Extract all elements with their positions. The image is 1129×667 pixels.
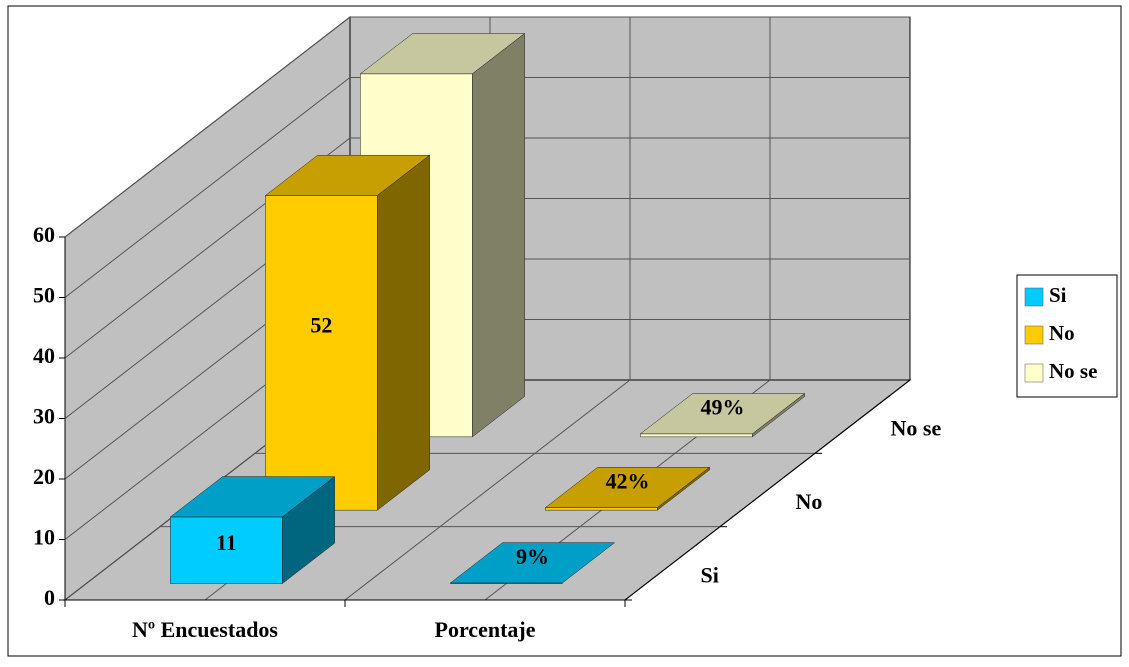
bar-si-top	[449, 542, 616, 584]
floor-gridline	[344, 379, 631, 601]
bar-si-side	[282, 476, 335, 585]
legend-swatch	[1024, 363, 1044, 383]
gridline	[64, 16, 910, 238]
data-label: 49%	[701, 395, 745, 420]
data-label: 42%	[606, 469, 650, 494]
depth-series-label: No	[796, 489, 823, 514]
x-category-label: Nº Encuestados	[132, 617, 278, 642]
bar-no-se-side	[472, 32, 525, 438]
chart-border	[7, 5, 1122, 657]
bar-no-se-side	[752, 393, 805, 438]
legend-swatch	[1024, 325, 1044, 345]
y-tick-label: 20	[33, 464, 55, 489]
bar-si-front	[170, 516, 283, 584]
bar-no-se-front	[640, 433, 753, 438]
y-tick-label: 50	[33, 283, 55, 308]
depth-series-label: Si	[701, 562, 719, 587]
y-tick-label: 30	[33, 404, 55, 429]
bar-no-side	[657, 466, 710, 511]
depth-axis	[624, 379, 911, 601]
data-label: 11	[216, 530, 237, 555]
data-label: 52	[310, 313, 332, 338]
legend-label: No se	[1049, 359, 1097, 383]
legend-label: Si	[1049, 283, 1067, 307]
legend-label: No	[1049, 321, 1075, 345]
y-tick-label: 60	[33, 222, 55, 247]
y-tick-label: 10	[33, 525, 55, 550]
bar-no-front	[545, 507, 658, 511]
gridline	[64, 77, 910, 298]
x-category-label: Porcentaje	[435, 617, 536, 642]
gridline	[64, 137, 910, 359]
legend-swatch	[1024, 287, 1044, 307]
y-tick-label: 40	[33, 343, 55, 368]
bar-no-front	[265, 195, 378, 511]
y-tick-label: 0	[44, 585, 55, 610]
bar-no-side	[377, 154, 430, 511]
depth-series-label: No se	[891, 416, 942, 441]
data-label: 9%	[516, 544, 549, 569]
